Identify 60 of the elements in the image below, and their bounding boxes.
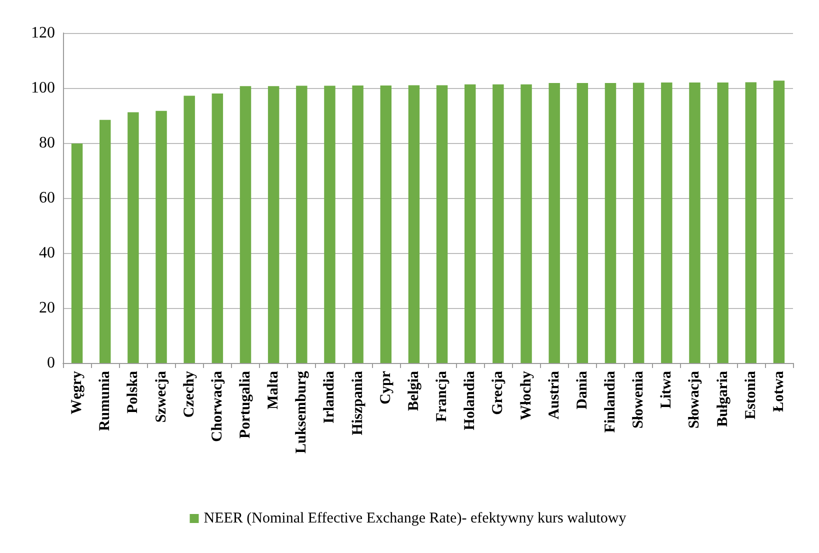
- y-tick-label: 100: [31, 80, 55, 96]
- bar: [604, 83, 616, 363]
- x-tick-label: Słowacja: [686, 370, 703, 428]
- y-tick-label: 120: [31, 24, 55, 42]
- bar: [632, 82, 644, 363]
- bar: [100, 120, 111, 363]
- bar: [128, 112, 139, 363]
- x-tick-label: Francja: [434, 370, 450, 422]
- bar: [689, 82, 700, 363]
- y-tick-label: 20: [39, 300, 55, 316]
- bar: [352, 86, 364, 363]
- x-tick-label: Holandia: [462, 370, 478, 430]
- x-tick-label: Bułgaria: [714, 370, 731, 427]
- bar: [268, 86, 280, 363]
- bar: [492, 84, 504, 363]
- bar: [661, 82, 672, 363]
- x-tick-label: Słowenia: [630, 370, 647, 429]
- x-tick-label: Hiszpania: [350, 370, 366, 436]
- bar: [324, 86, 336, 363]
- x-tick-label: Czechy: [181, 370, 198, 418]
- bar: [71, 144, 83, 363]
- legend-label: NEER (Nominal Effective Exchange Rate)- efektywny kurs walutowy: [204, 510, 627, 526]
- x-tick-label: Luksemburg: [294, 370, 310, 454]
- x-tick-label: Polska: [125, 370, 142, 414]
- x-tick-label: Portugalia: [238, 370, 254, 438]
- bar: [212, 94, 224, 363]
- bar: [184, 96, 195, 363]
- bar: [408, 85, 420, 363]
- x-tick-label: Austria: [546, 370, 562, 420]
- x-tick-label: Włochy: [518, 370, 534, 420]
- x-tick-label: Litwa: [658, 370, 675, 408]
- x-tick-label: Malta: [266, 370, 282, 410]
- x-tick-label: Cypr: [378, 370, 394, 404]
- y-tick-label: 0: [47, 354, 55, 372]
- x-tick-label: Belgia: [406, 370, 422, 411]
- x-tick-label: Dania: [574, 370, 590, 410]
- bar: [156, 110, 167, 363]
- x-tick-label: Węgry: [69, 370, 86, 414]
- bar: [576, 83, 588, 363]
- bar: [436, 85, 448, 363]
- x-tick-label: Szwecja: [153, 370, 170, 423]
- y-tick-label: 60: [39, 190, 55, 206]
- bar: [240, 86, 252, 363]
- x-tick-label: Grecja: [490, 370, 506, 415]
- bar: [717, 82, 728, 363]
- x-tick-label: Irlandia: [322, 370, 338, 424]
- bar: [296, 86, 308, 363]
- x-tick-label: Chorwacja: [209, 370, 226, 442]
- x-tick-label: Łotwa: [770, 370, 787, 412]
- bar: [548, 83, 560, 363]
- y-tick-label: 80: [39, 134, 55, 152]
- x-tick-label: Rumunia: [97, 370, 114, 432]
- y-tick-label: 40: [39, 244, 55, 262]
- bar: [745, 82, 756, 363]
- x-tick-label: Estonia: [742, 370, 759, 420]
- bar: [773, 80, 785, 363]
- bar: [464, 84, 476, 363]
- x-tick-label: Finlandia: [602, 370, 618, 433]
- bar: [380, 86, 392, 363]
- bar: [520, 84, 532, 363]
